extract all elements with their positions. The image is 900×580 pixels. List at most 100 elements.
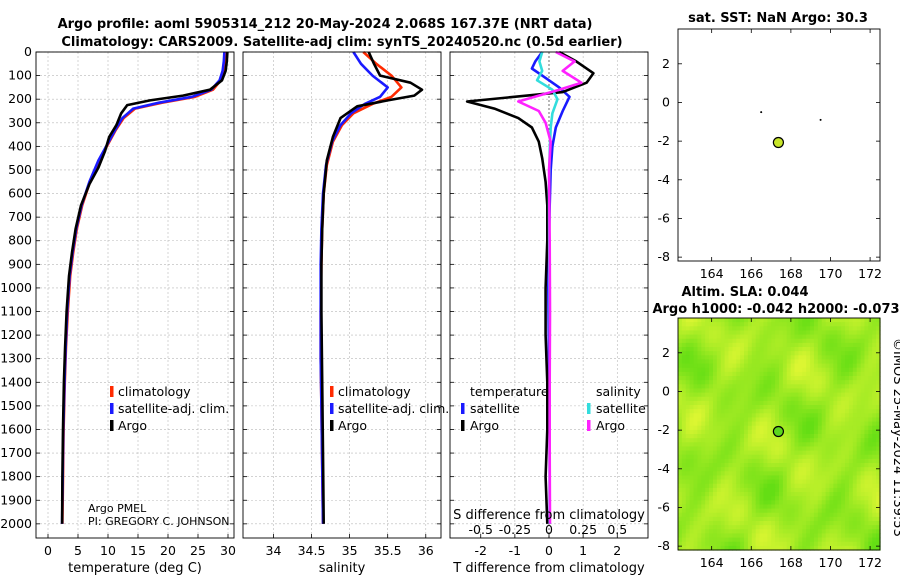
- heatmap-cell: [724, 438, 730, 443]
- heatmap-cell: [763, 351, 768, 356]
- legend-label: climatology: [118, 384, 191, 399]
- heatmap-cell: [681, 371, 687, 377]
- heatmap-cell: [763, 376, 768, 381]
- heatmap-cell: [845, 347, 850, 352]
- heatmap-cell: [705, 396, 710, 402]
- heatmap-cell: [767, 434, 772, 439]
- heatmap-cell: [806, 446, 811, 452]
- heatmap-cell: [817, 351, 823, 356]
- heatmap-cell: [716, 371, 722, 377]
- heatmap-cell: [856, 347, 862, 352]
- heatmap-cell: [728, 347, 733, 352]
- heatmap-cell: [868, 413, 873, 419]
- heatmap-cell: [782, 351, 788, 356]
- heatmap-cell: [744, 492, 749, 497]
- heatmap-cell: [821, 392, 827, 398]
- heatmap-cell: [802, 471, 807, 477]
- heatmap-cell: [864, 355, 869, 361]
- heatmap-cell: [806, 363, 811, 369]
- heatmap-cell: [728, 417, 733, 423]
- heatmap-cell: [829, 475, 834, 481]
- heatmap-cell: [779, 442, 784, 448]
- heatmap-cell: [794, 405, 800, 410]
- heatmap-cell: [751, 334, 757, 340]
- heatmap-cell: [790, 458, 796, 464]
- heatmap-cell: [716, 516, 722, 522]
- heatmap-cell: [841, 380, 846, 385]
- heatmap-cell: [802, 421, 807, 427]
- heatmap-cell: [856, 438, 862, 443]
- heatmap-cell: [771, 529, 776, 535]
- heatmap-cell: [856, 529, 862, 535]
- heatmap-cell: [833, 541, 838, 547]
- legend-swatch: [110, 420, 114, 431]
- heatmap-cell: [868, 376, 873, 381]
- heatmap-cell: [759, 446, 765, 452]
- heatmap-cell: [813, 479, 819, 485]
- heatmap-cell: [876, 463, 881, 468]
- heatmap-cell: [868, 512, 873, 518]
- heatmap-cell: [868, 525, 873, 530]
- heatmap-cell: [681, 438, 687, 443]
- heatmap-cell: [747, 500, 753, 506]
- heatmap-cell: [709, 504, 714, 510]
- heatmap-cell: [802, 541, 807, 547]
- heatmap-cell: [681, 463, 687, 468]
- heatmap-cell: [794, 376, 800, 381]
- heatmap-cell: [833, 400, 838, 406]
- heatmap-cell: [705, 425, 710, 431]
- heatmap-cell: [852, 500, 858, 506]
- heatmap-cell: [685, 529, 691, 535]
- heatmap-cell: [848, 326, 854, 332]
- heatmap-cell: [845, 405, 850, 410]
- heatmap-cell: [740, 529, 745, 535]
- heatmap-cell: [685, 351, 691, 356]
- heatmap-cell: [848, 376, 854, 381]
- heatmap-cell: [810, 396, 815, 402]
- heatmap-cell: [829, 326, 834, 332]
- y-tick-label: 1600: [0, 421, 32, 436]
- heatmap-cell: [833, 454, 838, 460]
- heatmap-cell: [755, 442, 761, 448]
- heatmap-cell: [872, 504, 877, 510]
- heatmap-cell: [724, 334, 730, 340]
- heatmap-cell: [825, 355, 831, 361]
- heatmap-cell: [860, 384, 866, 390]
- x-tick-label: 164: [700, 266, 724, 281]
- heatmap-cell: [794, 446, 800, 452]
- heatmap-cell: [685, 359, 691, 365]
- heatmap-cell: [720, 363, 726, 369]
- heatmap-cell: [876, 533, 881, 539]
- heatmap-cell: [685, 537, 691, 543]
- heatmap-cell: [806, 405, 811, 410]
- heatmap-cell: [817, 458, 823, 464]
- heatmap-cell: [813, 438, 819, 443]
- heatmap-cell: [837, 483, 842, 489]
- heatmap-cell: [860, 409, 866, 414]
- heatmap-cell: [728, 475, 733, 481]
- heatmap-cell: [736, 380, 741, 385]
- heatmap-cell: [709, 425, 714, 431]
- heatmap-cell: [864, 521, 869, 526]
- heatmap-cell: [876, 371, 881, 377]
- heatmap-cell: [860, 405, 866, 410]
- heatmap-cell: [876, 351, 881, 356]
- heatmap-cell: [755, 537, 761, 543]
- heatmap-cell: [685, 450, 691, 456]
- heatmap-cell: [705, 334, 710, 340]
- heatmap-cell: [837, 442, 842, 448]
- heatmap-cell: [755, 384, 761, 390]
- heatmap-cell: [775, 438, 780, 443]
- heatmap-cell: [841, 467, 846, 472]
- heatmap-cell: [767, 521, 772, 526]
- heatmap-cell: [817, 496, 823, 501]
- heatmap-cell: [810, 417, 815, 423]
- x-tick-label: 168: [779, 555, 803, 570]
- heatmap-cell: [763, 429, 768, 435]
- heatmap-cell: [681, 351, 687, 356]
- heatmap-cell: [720, 380, 726, 385]
- heatmap-cell: [747, 475, 753, 481]
- heatmap-cell: [728, 376, 733, 381]
- heatmap-cell: [712, 388, 718, 394]
